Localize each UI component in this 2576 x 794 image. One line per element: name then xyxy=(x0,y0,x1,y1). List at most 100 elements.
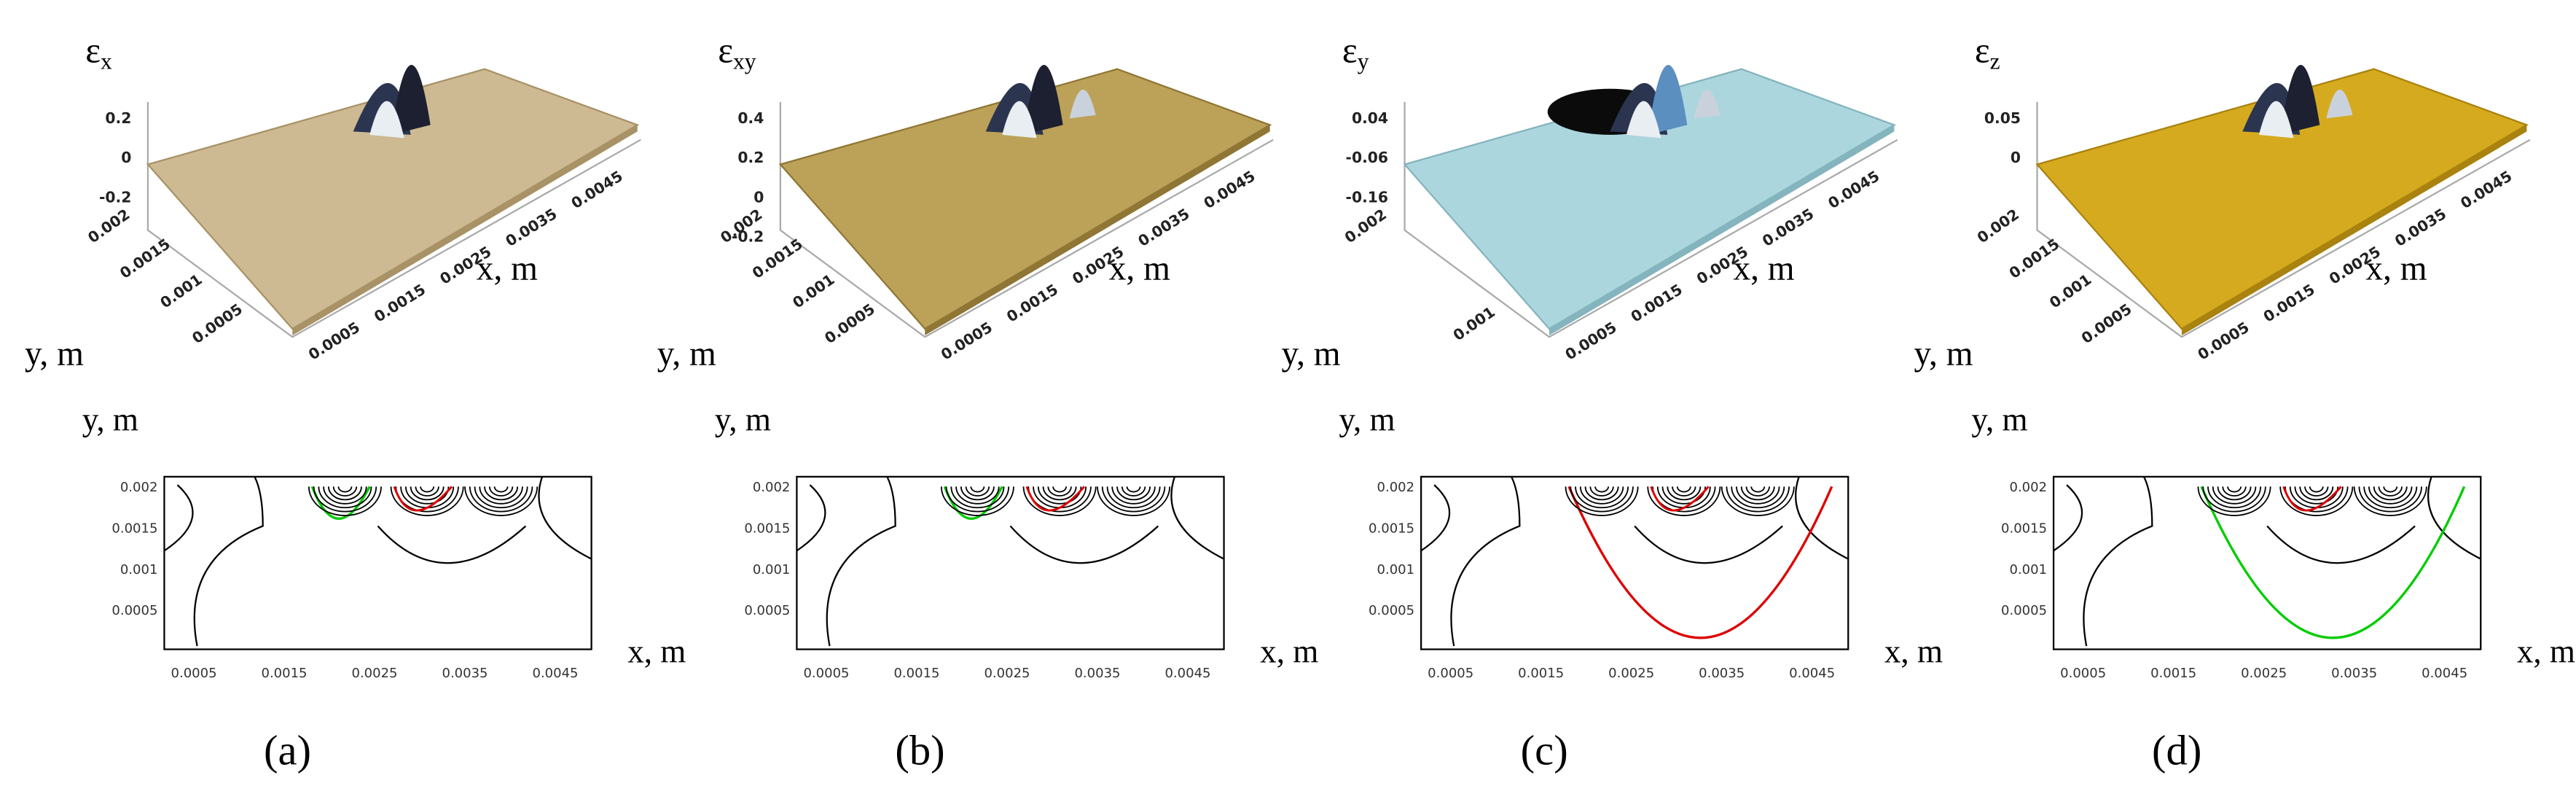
y-tick-label: 0.002 xyxy=(753,480,791,495)
x-tick-label: 0.0045 xyxy=(2457,167,2515,212)
contour-line xyxy=(1736,486,1780,505)
contour-frame xyxy=(2052,475,2482,650)
x-axis-label: x, m xyxy=(1733,249,1794,287)
contour-line xyxy=(308,486,382,516)
x-tick-label: 0.0015 xyxy=(2150,666,2196,681)
x-tick-label: 0.0015 xyxy=(261,666,307,681)
contour-line xyxy=(2353,486,2427,516)
y-tick-label: 0.002 xyxy=(85,206,133,246)
contour-line xyxy=(1570,486,1634,513)
panel-label: (c) xyxy=(1521,726,1568,774)
contour-line xyxy=(1126,486,1141,493)
y-tick-label: 0.002 xyxy=(1377,480,1415,495)
x-tick-label: 0.0005 xyxy=(171,666,217,681)
x-axis-label: x, m xyxy=(627,634,686,670)
contour-line xyxy=(474,486,528,509)
contour-line xyxy=(1009,525,1159,564)
z-axis-label: εy xyxy=(1342,31,1369,74)
panel-label: (d) xyxy=(2152,726,2201,774)
y-tick-label: 0.0015 xyxy=(744,521,790,536)
y-tick-label: 0.001 xyxy=(789,270,837,311)
x-tick-label: 0.0045 xyxy=(1164,666,1210,681)
contour-line xyxy=(2197,486,2271,516)
contour-line xyxy=(488,486,514,497)
x-axis-label: x, m xyxy=(1109,249,1170,287)
contour-line xyxy=(2212,486,2257,505)
contour-line xyxy=(1584,486,1619,501)
contour-line xyxy=(323,486,367,505)
z-axis-subscript: y xyxy=(1358,49,1369,74)
contour-line xyxy=(940,486,1014,516)
contour-line xyxy=(2207,486,2262,509)
contour-line xyxy=(1101,486,1166,513)
contour-line xyxy=(1589,486,1614,497)
y-tick-label: 0.0005 xyxy=(2001,603,2047,618)
contour-line xyxy=(420,486,435,493)
y-axis-label: y, m xyxy=(715,402,771,438)
contour-line xyxy=(2227,486,2242,493)
axis-line xyxy=(1404,101,1898,338)
contour-line xyxy=(955,486,1000,505)
z-axis-symbol: ε xyxy=(1975,31,1990,71)
y-tick-label: 0.0015 xyxy=(117,235,173,282)
y-tick-label: 0.0015 xyxy=(111,521,157,536)
contour-line xyxy=(318,486,372,509)
y-tick-label: 0.001 xyxy=(2046,270,2094,311)
contour-line xyxy=(484,486,519,501)
contour-line xyxy=(327,486,362,501)
contour-line xyxy=(2200,486,2466,639)
contour-line xyxy=(337,486,353,493)
contour-line xyxy=(1097,486,1171,516)
contour-line xyxy=(2217,486,2252,501)
x-tick-label: 0.0035 xyxy=(442,666,488,681)
z-tick-label: 0.4 xyxy=(737,109,764,127)
y-tick-label: 0.0005 xyxy=(2078,300,2135,348)
contour-line xyxy=(193,476,264,647)
contour-line xyxy=(945,486,1010,513)
x-tick-label: 0.0025 xyxy=(984,666,1030,681)
y-axis-label: y, m xyxy=(82,402,138,438)
z-axis-subscript: x xyxy=(101,49,112,74)
contour-frame xyxy=(163,475,592,650)
x-tick-label: 0.0035 xyxy=(1135,205,1192,250)
y-axis-label: y, m xyxy=(1914,335,1973,373)
contour-line xyxy=(1052,486,1068,493)
surface-peak xyxy=(369,101,404,139)
x-tick-label: 0.0015 xyxy=(1518,666,1564,681)
x-tick-label: 0.0005 xyxy=(803,666,849,681)
contour-line xyxy=(965,486,990,497)
surface-peak xyxy=(391,64,431,135)
x-tick-label: 0.0045 xyxy=(1789,666,1835,681)
contour-line xyxy=(1795,476,1849,560)
z-axis-label: εx xyxy=(85,31,112,74)
contour-line xyxy=(493,486,509,493)
x-axis-label: x, m xyxy=(1884,634,1943,670)
y-tick-label: 0.001 xyxy=(2009,562,2047,577)
contour-line xyxy=(1676,486,1691,493)
surface-shade xyxy=(925,125,1270,335)
contour-line xyxy=(1647,486,1721,516)
x-tick-label: 0.0045 xyxy=(1825,167,1882,212)
x-tick-label: 0.0045 xyxy=(2422,666,2467,681)
contour-line xyxy=(2304,486,2329,497)
y-tick-label: 0.001 xyxy=(120,562,158,577)
z-axis-subscript: z xyxy=(1990,49,2000,74)
z-axis-symbol: ε xyxy=(1342,31,1358,71)
contour-line xyxy=(2266,525,2416,564)
contour-line xyxy=(1116,486,1151,501)
surface-peak xyxy=(1648,64,1688,135)
x-tick-label: 0.0005 xyxy=(2060,666,2106,681)
y-axis-label: y, m xyxy=(657,335,716,373)
x-tick-label: 0.0005 xyxy=(1428,666,1473,681)
x-axis-label: x, m xyxy=(2365,249,2427,287)
contour-line xyxy=(469,486,533,513)
surface-peak xyxy=(2280,64,2320,135)
y-tick-label: 0.002 xyxy=(120,480,158,495)
contour-line xyxy=(2299,486,2334,501)
contour-line xyxy=(2363,486,2418,509)
y-axis-label: y, m xyxy=(1281,335,1340,373)
y-tick-label: 0.001 xyxy=(157,270,205,311)
